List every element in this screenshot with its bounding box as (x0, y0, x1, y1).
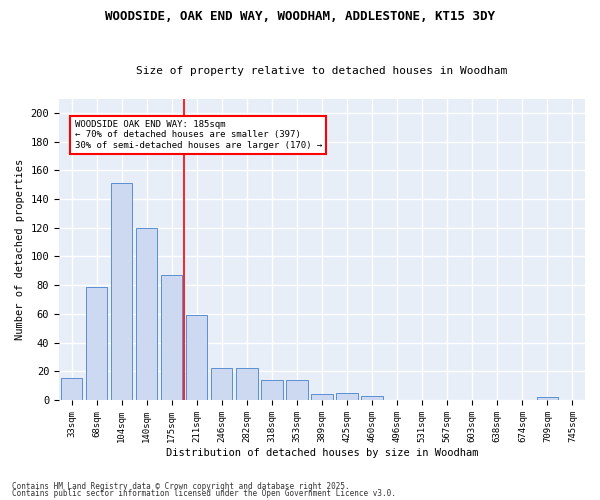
Bar (136, 228, 157, 400)
Bar (61, 378, 82, 400)
Bar (236, 368, 257, 400)
Text: WOODSIDE OAK END WAY: 185sqm
← 70% of detached houses are smaller (397)
30% of s: WOODSIDE OAK END WAY: 185sqm ← 70% of de… (74, 120, 322, 150)
Bar (361, 396, 383, 400)
Bar (111, 183, 132, 400)
Bar (311, 394, 332, 400)
Bar (261, 380, 283, 400)
Text: Contains HM Land Registry data © Crown copyright and database right 2025.: Contains HM Land Registry data © Crown c… (12, 482, 350, 491)
Bar (286, 380, 308, 400)
X-axis label: Distribution of detached houses by size in Woodham: Distribution of detached houses by size … (166, 448, 478, 458)
Bar (161, 275, 182, 400)
Bar (186, 316, 208, 400)
Y-axis label: Number of detached properties: Number of detached properties (15, 158, 25, 340)
Title: Size of property relative to detached houses in Woodham: Size of property relative to detached ho… (136, 66, 508, 76)
Text: Contains public sector information licensed under the Open Government Licence v3: Contains public sector information licen… (12, 489, 396, 498)
Text: WOODSIDE, OAK END WAY, WOODHAM, ADDLESTONE, KT15 3DY: WOODSIDE, OAK END WAY, WOODHAM, ADDLESTO… (105, 10, 495, 23)
Bar (337, 393, 358, 400)
Bar (537, 397, 558, 400)
Bar (211, 368, 232, 400)
Bar (86, 286, 107, 400)
